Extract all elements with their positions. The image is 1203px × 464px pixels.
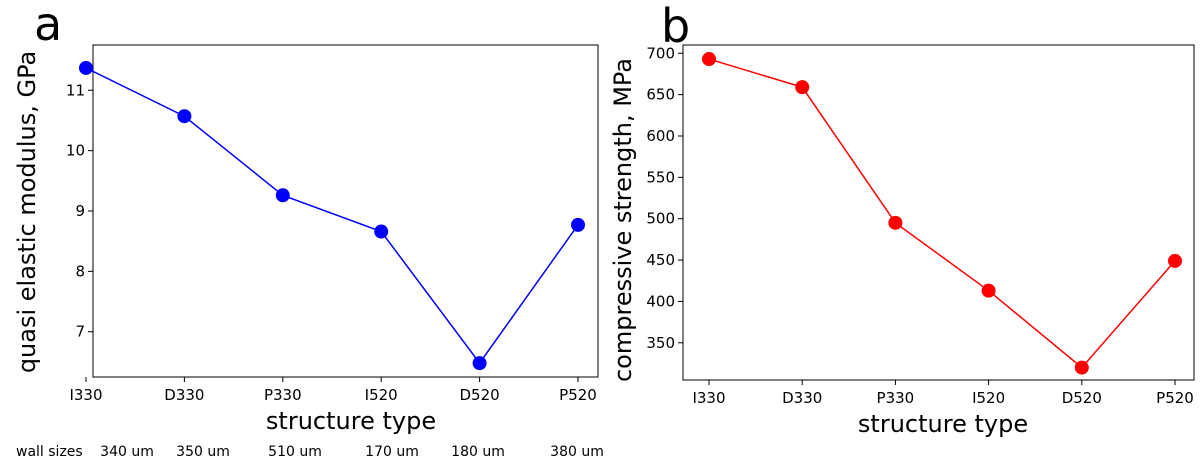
data-point [571,217,585,232]
y-tick-label: 9 [75,202,85,220]
panel-b-y-axis-title: compressive strength, MPa [609,58,637,382]
panel-b-y-ticks: 350 400 450 500 550 600 650 700 [646,44,683,352]
x-tick-label: P520 [559,386,597,404]
wall-sizes-label: wall sizes [16,444,83,460]
data-point [177,109,192,124]
data-point [702,52,716,67]
panel-a-y-axis-title: quasi elastic modulus, GPa [13,51,41,373]
wall-size-value: 350 um [176,444,230,460]
y-tick-label: 700 [646,44,675,62]
panel-b-x-axis-title: structure type [858,410,1028,438]
x-tick-label: P330 [877,389,915,407]
panel-a-series-line [85,67,579,365]
wall-size-value: 510 um [268,444,322,460]
wall-size-value: 180 um [451,444,505,460]
y-tick-label: 10 [66,142,85,160]
y-tick-label: 500 [646,210,675,228]
data-point [795,80,810,95]
y-tick-label: 11 [66,81,85,99]
data-point [1074,360,1089,375]
x-tick-label: P520 [1156,389,1194,407]
wall-sizes-values: 340 um 350 um 510 um 170 um 180 um 380 um [100,444,604,460]
panel-b-plot-frame [682,44,1195,381]
panel-a-letter: a [34,0,62,51]
panel-a: a 7 8 9 10 11 I330 D330 P330 I520 D520 P520 struc… [13,0,599,435]
panel-a-x-axis-title: structure type [266,407,436,435]
x-tick-label: D330 [782,389,822,407]
data-point [1168,253,1182,268]
panel-b-points [702,52,1182,375]
x-tick-label: I330 [692,389,725,407]
panel-b-series-line [708,58,1176,369]
y-tick-label: 600 [646,127,675,145]
data-point [472,356,487,371]
panel-a-y-ticks: 7 8 9 10 11 [66,81,93,341]
data-point [79,60,93,75]
wall-size-value: 380 um [550,444,604,460]
x-tick-label: I520 [972,389,1005,407]
y-tick-label: 650 [646,86,675,104]
y-tick-label: 350 [646,334,675,352]
data-point [374,224,389,239]
panel-a-x-ticks: I330 D330 P330 I520 D520 P520 [69,377,597,404]
y-tick-label: 7 [75,323,85,341]
y-tick-label: 550 [646,168,675,186]
y-tick-label: 400 [646,292,675,310]
panel-b-x-ticks: I330 D330 P330 I520 D520 P520 [692,380,1194,407]
x-tick-label: D330 [164,386,204,404]
panel-b-letter: b [661,0,690,53]
x-tick-label: D520 [460,386,500,404]
y-tick-label: 450 [646,251,675,269]
x-tick-label: I330 [69,386,102,404]
data-point [981,283,996,298]
panel-a-plot-frame [92,44,599,378]
panel-a-points [79,60,585,371]
y-tick-label: 8 [75,262,85,280]
wall-size-value: 170 um [365,444,419,460]
x-tick-label: I520 [365,386,398,404]
data-point [888,215,903,230]
x-tick-label: D520 [1062,389,1102,407]
wall-size-value: 340 um [100,444,154,460]
wall-sizes-row: wall sizes 340 um 350 um 510 um 170 um 180 u… [16,444,604,460]
data-point [275,188,290,203]
x-tick-label: P330 [264,386,302,404]
